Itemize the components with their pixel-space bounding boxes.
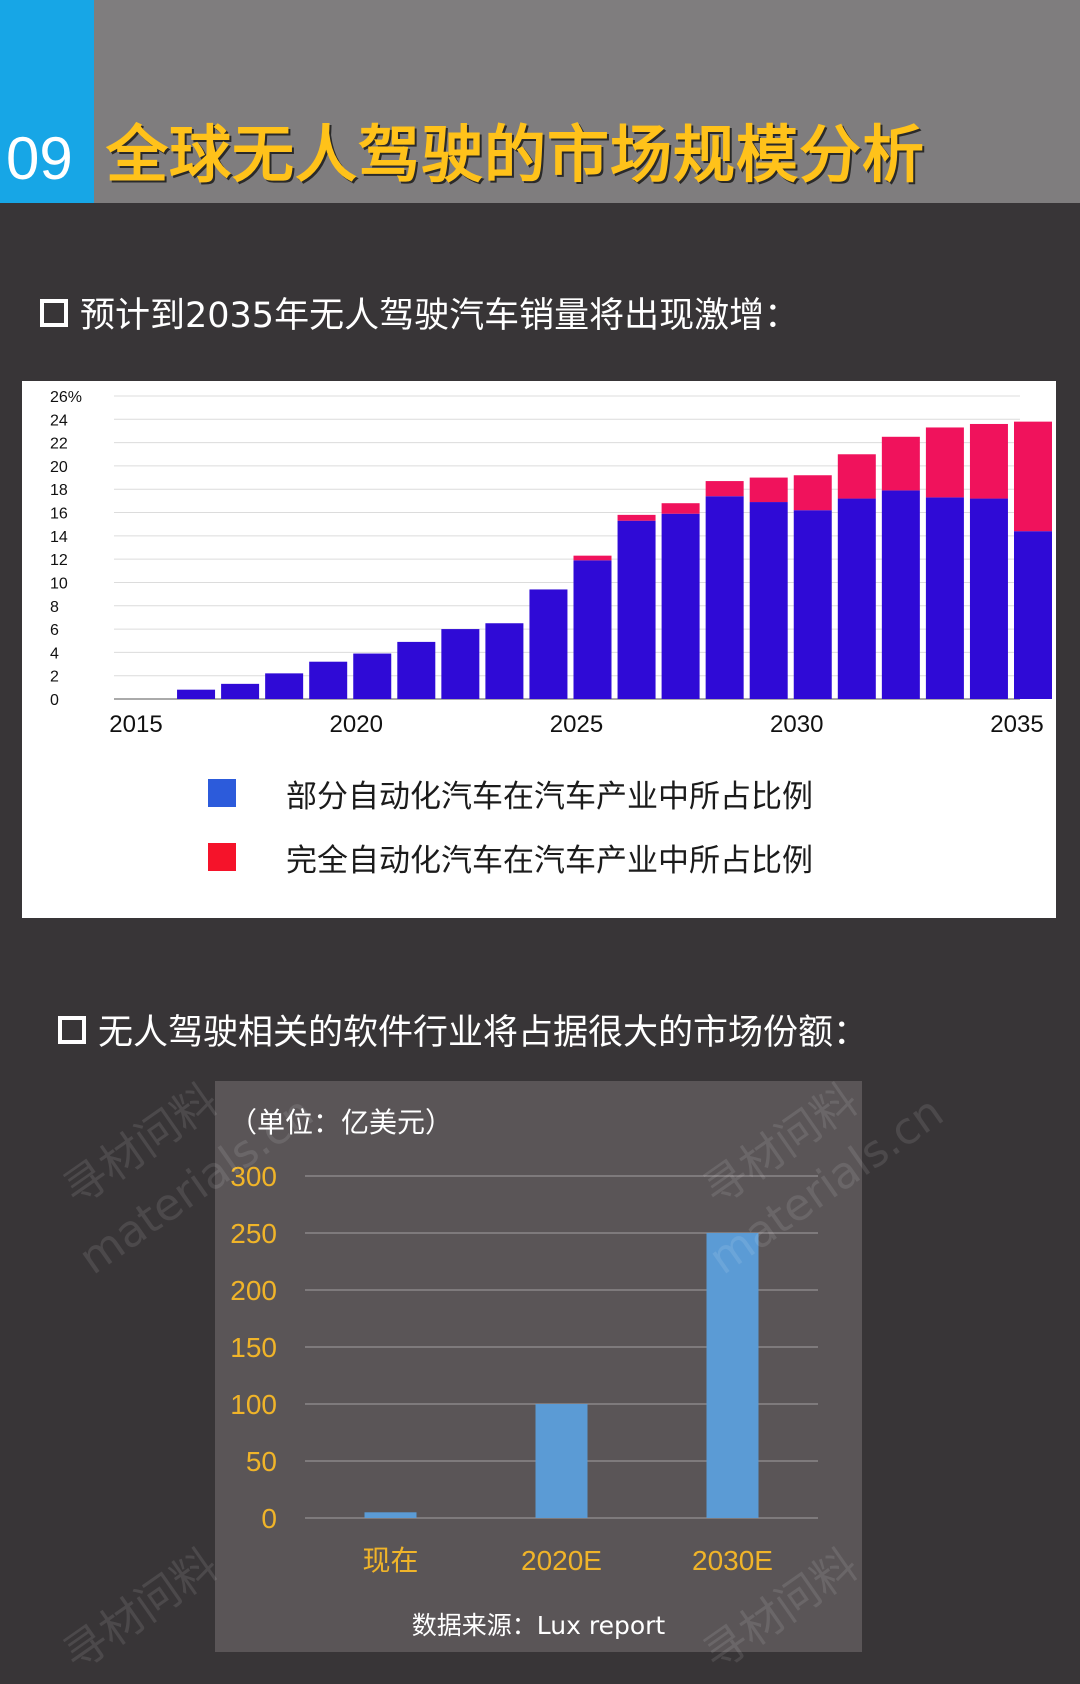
bar-full bbox=[925, 427, 964, 498]
chart-1-panel: 26% 24 22 20 18 16 14 12 10 8 6 4 2 0 2015 2020 2025 2030… bbox=[22, 381, 1056, 918]
bar-partial bbox=[177, 689, 216, 699]
bar-full bbox=[749, 477, 788, 503]
bar-partial bbox=[485, 623, 524, 699]
bar-partial bbox=[837, 498, 876, 699]
watermark-cn: 寻材问料 bbox=[53, 1539, 228, 1683]
legend-label-full: 完全自动化汽车在汽车产业中所占比例 bbox=[286, 842, 813, 879]
x-tick-label: 2015 bbox=[109, 711, 162, 738]
bar-partial bbox=[661, 513, 700, 699]
legend-item-partial: 部分自动化汽车在汽车产业中所占比例 bbox=[208, 776, 813, 815]
x-tick-label: 2020E bbox=[521, 1545, 602, 1576]
bar-partial bbox=[309, 661, 348, 699]
y-tick-label: 16 bbox=[50, 506, 68, 523]
bar-full bbox=[969, 423, 1008, 499]
bar-full bbox=[881, 436, 920, 491]
y-tick-label: 24 bbox=[50, 412, 68, 429]
bar-partial bbox=[705, 496, 744, 699]
bar-partial bbox=[969, 498, 1008, 699]
bar bbox=[364, 1512, 417, 1518]
x-tick-label: 2025 bbox=[550, 711, 603, 738]
y-tick-label: 150 bbox=[230, 1332, 277, 1363]
square-bullet-icon bbox=[40, 298, 68, 327]
bar-full bbox=[617, 514, 656, 521]
y-tick-label: 4 bbox=[50, 645, 59, 662]
y-tick-label: 100 bbox=[230, 1389, 277, 1420]
y-tick-label: 20 bbox=[50, 459, 68, 476]
bar-full bbox=[705, 481, 744, 497]
y-tick-label: 50 bbox=[246, 1446, 277, 1477]
legend-swatch-red bbox=[208, 843, 236, 871]
legend-label-partial: 部分自动化汽车在汽车产业中所占比例 bbox=[286, 778, 813, 815]
legend-item-full: 完全自动化汽车在汽车产业中所占比例 bbox=[208, 840, 813, 879]
y-tick-label: 14 bbox=[50, 529, 68, 546]
bar-partial bbox=[221, 683, 260, 699]
section-1-heading: 预计到2035年无人驾驶汽车销量将出现激增： bbox=[40, 287, 799, 338]
section-1-title: 预计到2035年无人驾驶汽车销量将出现激增： bbox=[80, 296, 800, 336]
bar-partial bbox=[881, 490, 920, 699]
y-tick-label: 12 bbox=[50, 552, 68, 569]
bar-partial bbox=[353, 653, 392, 699]
section-number-badge: 09 bbox=[0, 0, 94, 203]
y-tick-label: 26% bbox=[50, 389, 82, 406]
x-tick-label: 现在 bbox=[362, 1545, 418, 1576]
bar-full bbox=[573, 555, 612, 561]
bar-partial bbox=[617, 520, 656, 699]
bar bbox=[706, 1233, 759, 1518]
section-2-heading: 无人驾驶相关的软件行业将占据很大的市场份额： bbox=[58, 1004, 868, 1055]
bar-partial bbox=[749, 502, 788, 699]
bar-partial bbox=[441, 629, 480, 699]
y-tick-label: 10 bbox=[50, 575, 68, 592]
section-number: 09 bbox=[6, 125, 73, 192]
section-2-title: 无人驾驶相关的软件行业将占据很大的市场份额： bbox=[98, 1013, 869, 1053]
y-tick-label: 6 bbox=[50, 622, 59, 639]
x-tick-label: 2030E bbox=[692, 1545, 773, 1576]
bar-full bbox=[837, 454, 876, 499]
y-tick-label: 18 bbox=[50, 482, 68, 499]
x-tick-label: 2035 bbox=[990, 711, 1043, 738]
bar bbox=[535, 1404, 588, 1518]
y-tick-label: 0 bbox=[261, 1503, 277, 1534]
page-title: 全球无人驾驶的市场规模分析 bbox=[106, 118, 926, 191]
y-tick-label: 8 bbox=[50, 599, 59, 616]
header-bar: 09 全球无人驾驶的市场规模分析 bbox=[0, 0, 1080, 203]
bar-full bbox=[1014, 421, 1052, 532]
y-tick-label: 22 bbox=[50, 436, 68, 453]
bar-full bbox=[793, 475, 832, 511]
bar-chart: 300 250 200 150 100 50 0 现在 2020E 2030E bbox=[230, 1161, 818, 1576]
x-tick-label: 2020 bbox=[330, 711, 383, 738]
bar-partial bbox=[925, 497, 964, 699]
unit-label: （单位：亿美元） bbox=[229, 1106, 454, 1139]
y-tick-label: 0 bbox=[50, 692, 59, 709]
y-tick-label: 250 bbox=[230, 1218, 277, 1249]
bar-partial bbox=[573, 560, 612, 699]
chart-2-panel: （单位：亿美元） 300 250 200 150 100 50 0 现在 2020E 2030E … bbox=[215, 1081, 862, 1652]
source-label: 数据来源：Lux report bbox=[411, 1611, 666, 1640]
bar-partial bbox=[529, 589, 568, 699]
y-tick-label: 200 bbox=[230, 1275, 277, 1306]
bar-partial bbox=[265, 673, 304, 699]
watermark-cn: 寻材问料 bbox=[53, 1074, 228, 1218]
y-tick-label: 2 bbox=[50, 669, 59, 686]
bar-partial bbox=[397, 641, 436, 699]
square-bullet-icon bbox=[58, 1015, 86, 1044]
x-tick-label: 2030 bbox=[770, 711, 823, 738]
y-tick-label: 300 bbox=[230, 1161, 277, 1192]
bar-partial bbox=[793, 510, 832, 699]
bar-partial bbox=[1014, 531, 1052, 699]
legend-swatch-blue bbox=[208, 779, 236, 807]
bar-full bbox=[661, 503, 700, 514]
